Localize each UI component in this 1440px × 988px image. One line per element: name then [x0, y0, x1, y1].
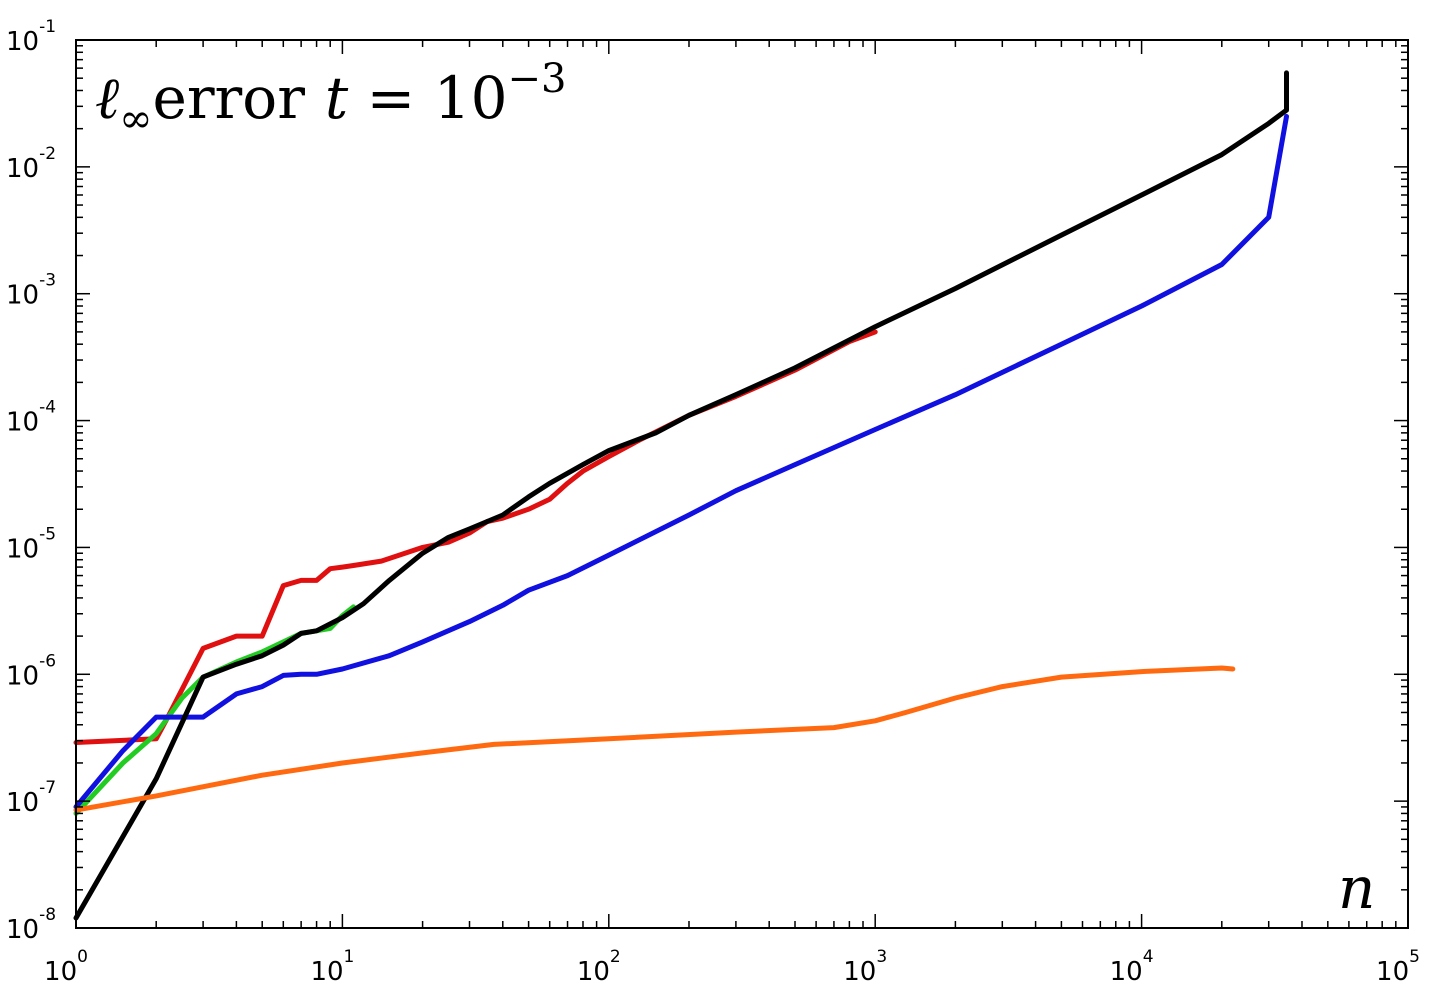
title-equals: = 10	[348, 64, 507, 132]
y-tick-base: 10	[6, 27, 39, 57]
y-tick-base: 10	[6, 408, 39, 438]
title-infinity-subscript: ∞	[119, 96, 152, 142]
x-tick-label: 101	[310, 947, 354, 987]
title-exponent: −3	[508, 56, 567, 102]
y-tick-labels: 10-810-710-610-510-410-310-210-1	[6, 17, 56, 945]
x-tick-base: 10	[44, 957, 77, 987]
ticks-layer	[75, 39, 1409, 929]
x-tick-exponent: 1	[344, 947, 355, 967]
x-tick-exponent: 2	[610, 947, 621, 967]
y-tick-base: 10	[6, 534, 39, 564]
x-tick-label: 103	[843, 947, 887, 987]
x-tick-label: 102	[577, 947, 621, 987]
y-tick-exponent: -1	[39, 17, 56, 37]
y-tick-exponent: -5	[39, 524, 56, 544]
y-tick-label: 10-2	[6, 144, 56, 184]
x-tick-base: 10	[843, 957, 876, 987]
y-tick-base: 10	[6, 915, 39, 945]
x-tick-base: 10	[1110, 957, 1143, 987]
y-tick-exponent: -2	[39, 144, 56, 164]
x-axis-label: n	[1338, 854, 1375, 922]
series-layer	[73, 70, 1289, 921]
y-tick-base: 10	[6, 154, 39, 184]
x-tick-base: 10	[1376, 957, 1409, 987]
x-tick-label: 105	[1376, 947, 1420, 987]
title-t-variable: t	[325, 64, 349, 132]
series-line-2	[73, 604, 356, 816]
y-tick-exponent: -4	[39, 398, 56, 418]
y-tick-label: 10-4	[6, 398, 56, 438]
x-tick-labels: 100 101 102 103 104 105	[44, 947, 1420, 987]
x-tick-label: 104	[1110, 947, 1154, 987]
y-tick-label: 10-8	[6, 905, 56, 945]
x-tick-base: 10	[310, 957, 343, 987]
y-tick-base: 10	[6, 788, 39, 818]
series-line-3	[73, 113, 1289, 810]
y-tick-exponent: -7	[39, 778, 56, 798]
y-tick-exponent: -8	[39, 905, 56, 925]
y-tick-label: 10-3	[6, 271, 56, 311]
x-tick-exponent: 5	[1409, 947, 1420, 967]
y-tick-base: 10	[6, 281, 39, 311]
y-tick-label: 10-1	[6, 17, 56, 57]
x-tick-exponent: 3	[876, 947, 887, 967]
x-tick-label: 100	[44, 947, 88, 987]
y-tick-label: 10-5	[6, 524, 56, 564]
x-tick-exponent: 4	[1143, 947, 1154, 967]
y-tick-label: 10-6	[6, 651, 56, 691]
y-tick-label: 10-7	[6, 778, 56, 818]
title-error-word: error	[153, 64, 306, 132]
x-tick-base: 10	[577, 957, 610, 987]
title-ell: ℓ	[95, 64, 119, 132]
plot-frame	[75, 39, 1409, 929]
y-tick-exponent: -6	[39, 651, 56, 671]
y-tick-exponent: -3	[39, 271, 56, 291]
chart-title: ℓ∞error t = 10−3	[95, 56, 566, 142]
x-tick-exponent: 0	[77, 947, 88, 967]
series-line-4	[73, 70, 1289, 921]
series-line-5	[73, 665, 1236, 813]
y-tick-base: 10	[6, 661, 39, 691]
